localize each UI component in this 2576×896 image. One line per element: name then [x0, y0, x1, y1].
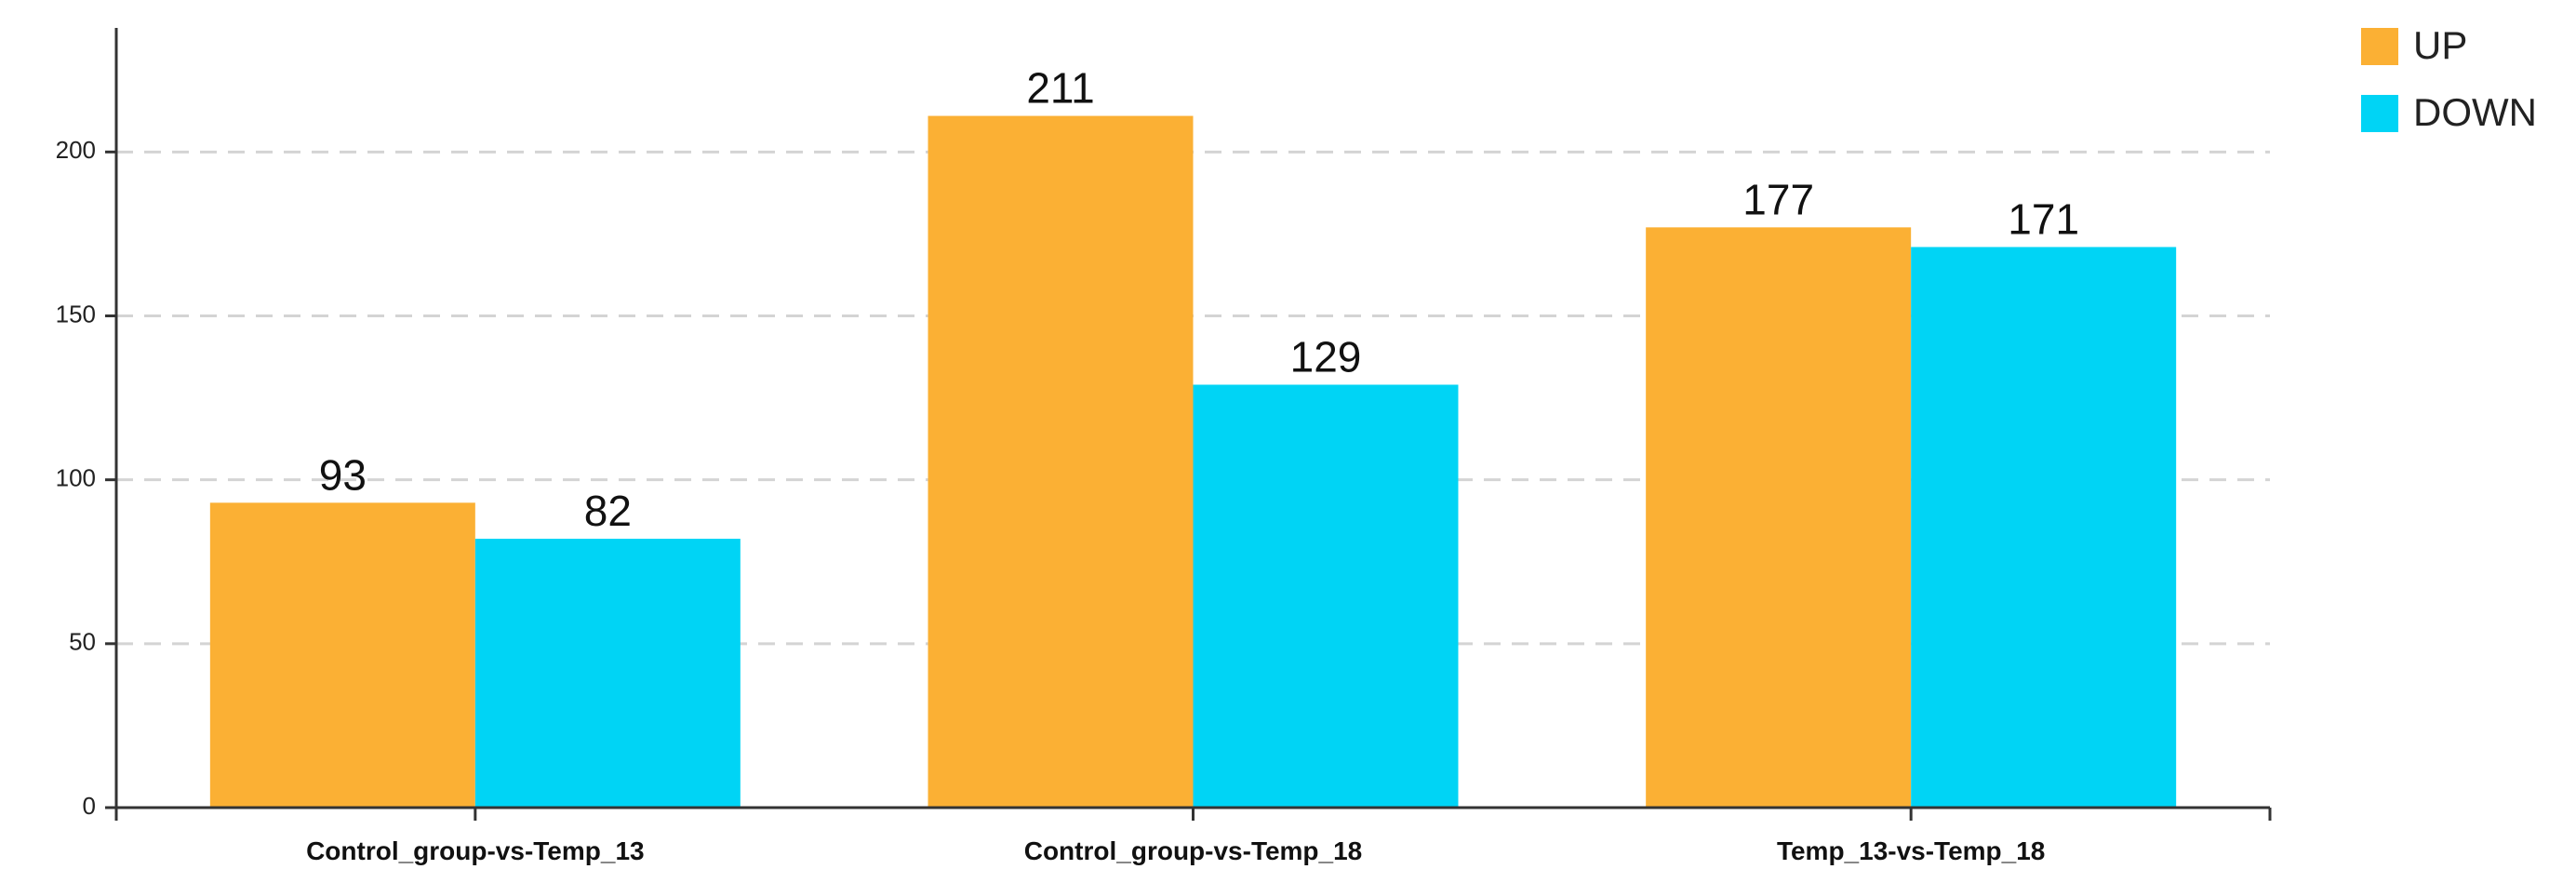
legend-label-up: UP: [2413, 23, 2467, 67]
bar-up-1: [209, 502, 475, 808]
y-tick-label: 50: [69, 628, 96, 656]
data-label-down-1: 82: [584, 487, 632, 535]
bar-up-2: [928, 115, 1194, 808]
legend-swatch-down: [2361, 95, 2398, 132]
bars: [209, 115, 2177, 809]
bar-down-1: [474, 539, 741, 808]
y-tick-label: 100: [56, 464, 96, 492]
legend-label-down: DOWN: [2413, 90, 2537, 134]
x-tick-label: Temp_13-vs-Temp_18: [1777, 836, 2045, 865]
y-tick-label: 200: [56, 136, 96, 164]
data-label-up-3: 177: [1742, 175, 1814, 223]
legend-swatch-up: [2361, 28, 2398, 65]
data-label-up-2: 211: [1026, 64, 1094, 113]
x-tick-label: Control_group-vs-Temp_18: [1024, 836, 1363, 865]
y-tick-label: 0: [83, 792, 96, 820]
y-tick-label: 150: [56, 300, 96, 328]
data-label-up-1: 93: [319, 450, 367, 499]
data-label-down-2: 129: [1290, 332, 1362, 381]
axes: 0 50 100 150 200 Control_group-vs-Temp_13 Cont…: [56, 28, 2272, 865]
data-labels: 93 82 211 129 177 171: [319, 64, 2079, 536]
bar-up-3: [1646, 227, 1912, 809]
data-label-down-3: 171: [2008, 194, 2079, 243]
bar-down-2: [1193, 384, 1459, 808]
bar-down-3: [1911, 247, 2177, 808]
legend: UP DOWN: [2361, 23, 2537, 134]
x-tick-label: Control_group-vs-Temp_13: [306, 836, 645, 865]
